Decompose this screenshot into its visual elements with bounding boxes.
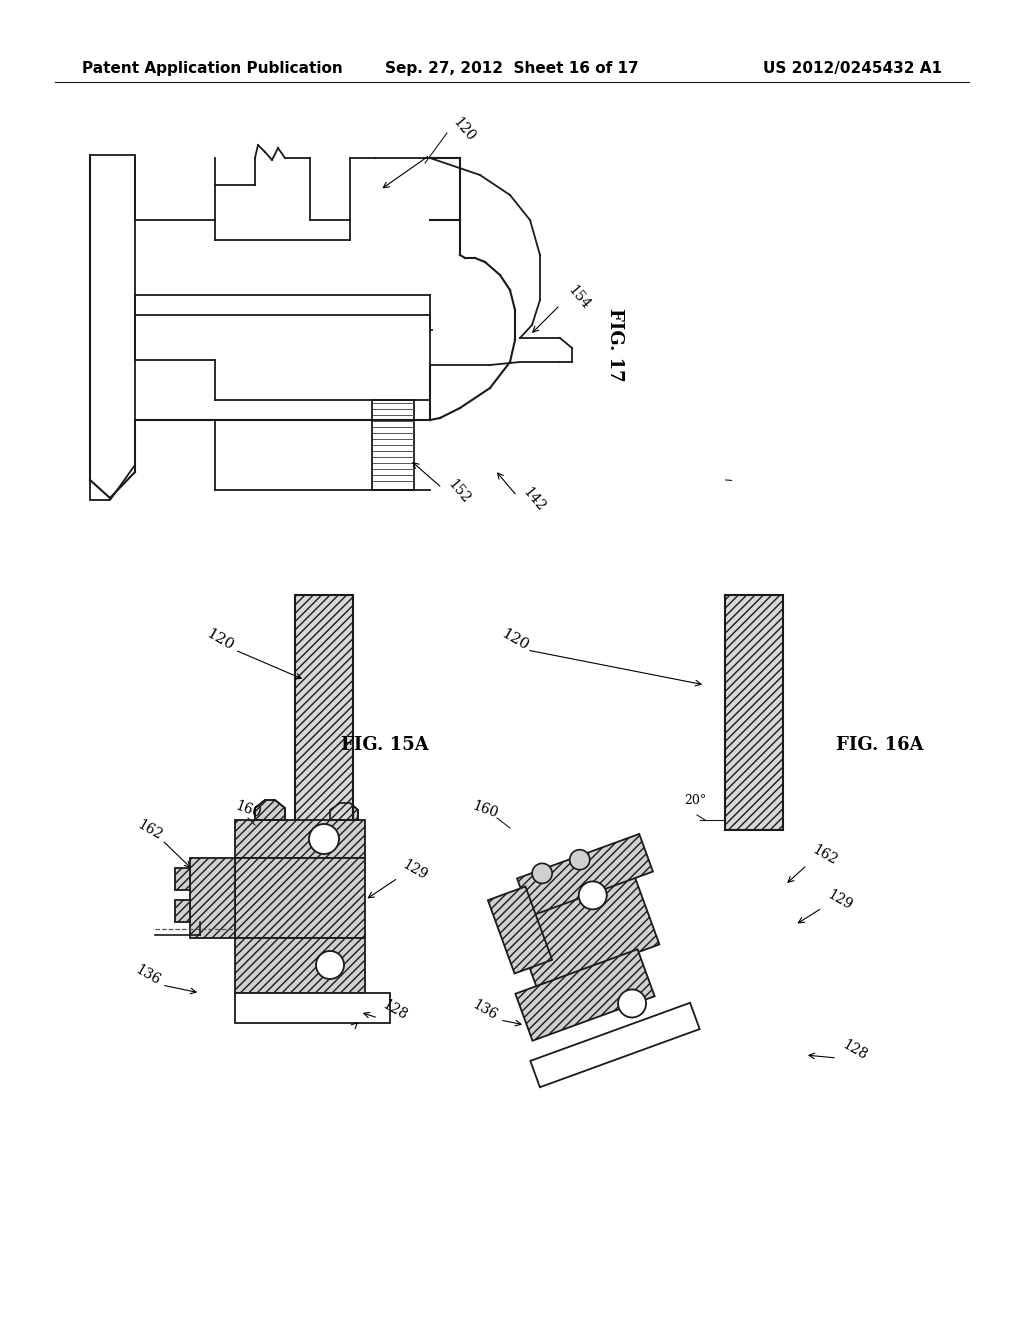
Polygon shape [511, 871, 659, 989]
Bar [295, 595, 353, 830]
Circle shape [316, 950, 344, 979]
Text: 160: 160 [233, 799, 263, 821]
Text: 20°: 20° [684, 793, 707, 807]
Circle shape [309, 824, 339, 854]
Text: 136: 136 [133, 962, 163, 987]
Circle shape [532, 863, 552, 883]
Text: 128: 128 [380, 998, 410, 1023]
Text: US 2012/0245432 A1: US 2012/0245432 A1 [763, 61, 942, 75]
Text: 152: 152 [445, 478, 473, 507]
Text: 120: 120 [499, 627, 531, 653]
Text: 128: 128 [840, 1038, 869, 1063]
Polygon shape [90, 154, 135, 500]
Circle shape [618, 990, 646, 1018]
Polygon shape [515, 949, 654, 1040]
Bar [372, 400, 414, 490]
Text: FIG. 15A: FIG. 15A [341, 737, 429, 754]
Text: Patent Application Publication: Patent Application Publication [82, 61, 343, 75]
Polygon shape [255, 800, 285, 820]
Bar [234, 820, 365, 858]
Bar [234, 939, 365, 993]
Bar [190, 858, 234, 939]
Text: 120: 120 [204, 627, 237, 653]
Polygon shape [487, 887, 552, 973]
Polygon shape [330, 803, 358, 820]
Bar [234, 993, 390, 1023]
Text: 136: 136 [470, 998, 500, 1023]
Text: 162: 162 [810, 842, 840, 867]
Circle shape [569, 850, 590, 870]
Bar [175, 869, 190, 890]
Text: 160: 160 [470, 799, 500, 821]
Bar [725, 595, 783, 830]
Text: 154: 154 [565, 284, 593, 313]
Text: 142: 142 [520, 486, 548, 515]
Text: 129: 129 [400, 858, 430, 883]
Bar [175, 900, 190, 921]
Polygon shape [530, 1003, 699, 1088]
Text: Sep. 27, 2012  Sheet 16 of 17: Sep. 27, 2012 Sheet 16 of 17 [385, 61, 639, 75]
Text: 162: 162 [135, 817, 165, 842]
Polygon shape [517, 834, 653, 916]
Circle shape [579, 882, 607, 909]
Text: 120: 120 [450, 115, 477, 145]
Text: 129: 129 [825, 887, 855, 912]
Text: FIG. 17: FIG. 17 [606, 308, 624, 381]
Bar [234, 858, 365, 939]
Text: FIG. 16A: FIG. 16A [837, 737, 924, 754]
